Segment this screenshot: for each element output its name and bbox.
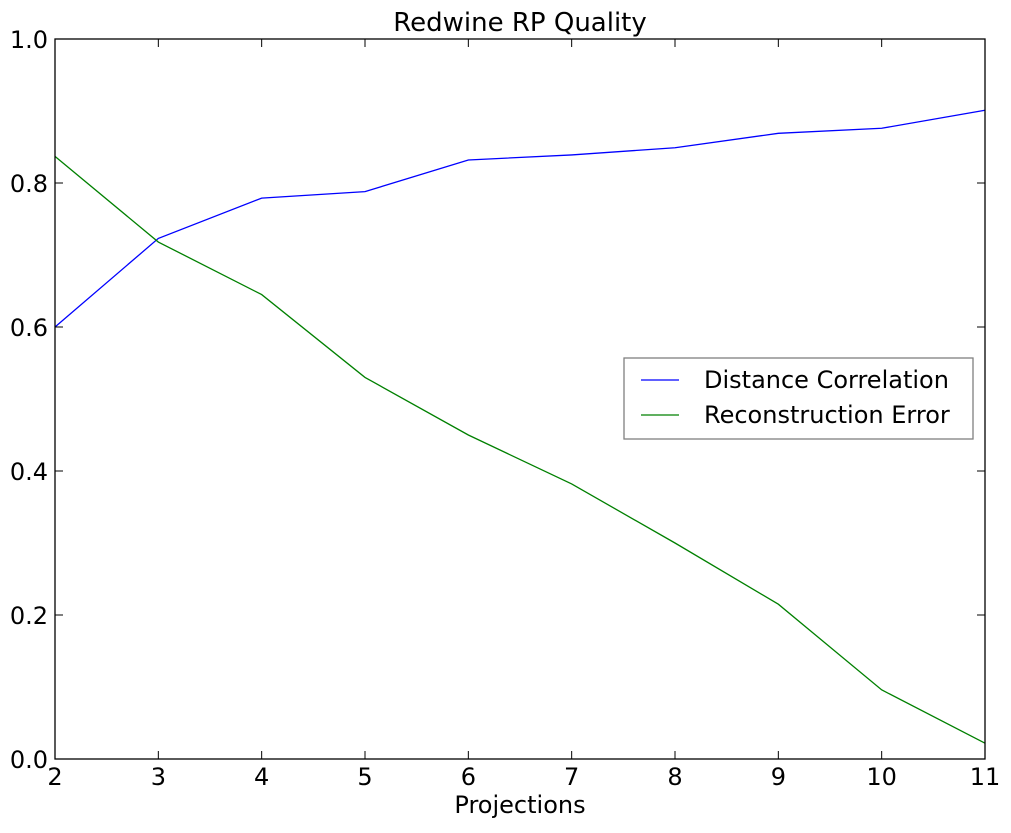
legend-label-2: Reconstruction Error [704, 401, 950, 429]
x-tick-label: 5 [357, 763, 372, 791]
plot-frame [54, 38, 986, 760]
series-line-2 [54, 155, 986, 744]
legend-label-1: Distance Correlation [704, 366, 949, 394]
x-tick-label: 3 [151, 763, 166, 791]
series-layer [54, 109, 986, 744]
y-tick-label: 0.4 [10, 458, 48, 486]
x-tick-label: 2 [47, 763, 62, 791]
x-tick-label: 4 [254, 763, 269, 791]
x-tick-label: 9 [771, 763, 786, 791]
y-tick-label: 0.2 [10, 602, 48, 630]
x-tick-label: 8 [667, 763, 682, 791]
y-tick-label: 0.8 [10, 170, 48, 198]
legend-box [623, 357, 974, 440]
x-axis-label: Projections [454, 791, 585, 819]
x-tick-label: 10 [866, 763, 897, 791]
x-tick-label: 6 [461, 763, 476, 791]
y-tick-label: 1.0 [10, 26, 48, 54]
axes-layer: 2 3 4 5 6 7 8 9 10 11 0.0 0.2 0.4 0.6 0.8 1.0 [10, 26, 1000, 791]
legend: Distance Correlation Reconstruction Error [623, 357, 974, 440]
series-line-1 [54, 109, 986, 328]
chart-title: Redwine RP Quality [393, 8, 647, 38]
y-tick-label: 0.6 [10, 314, 48, 342]
x-tick-label: 7 [564, 763, 579, 791]
y-tick-label: 0.0 [10, 746, 48, 774]
x-tick-label: 11 [970, 763, 1001, 791]
